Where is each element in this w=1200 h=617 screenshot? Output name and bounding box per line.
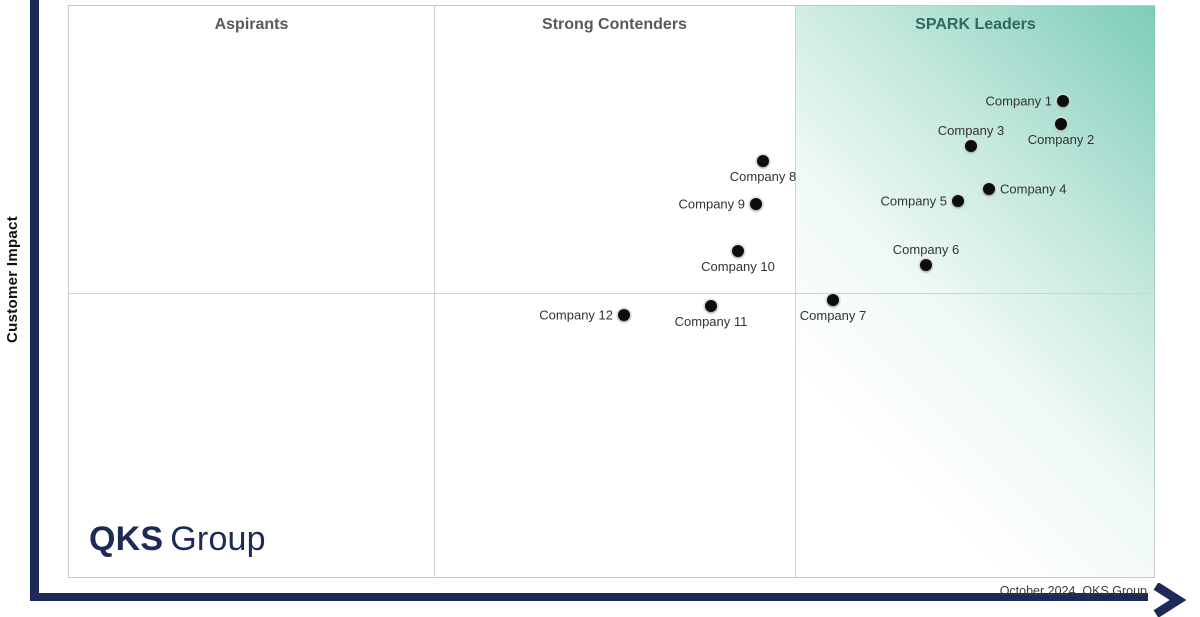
data-point: Company 8 [730,155,796,184]
data-point: Company 7 [800,294,866,323]
point-label: Company 3 [937,123,1005,138]
point-label: Company 9 [678,196,745,212]
qks-group-logo: QKS Group [89,520,266,559]
quadrant-label-spark-leaders: SPARK Leaders [915,16,1036,33]
logo-text-regular: Group [170,520,266,558]
point-dot [705,300,717,312]
data-point: Company 9 [679,197,762,212]
point-dot [1055,118,1067,130]
point-dot [965,140,977,152]
point-label: Company 1 [985,93,1052,109]
point-dot [757,155,769,167]
data-point: Company 2 [1028,118,1094,147]
point-label: Company 7 [799,308,867,323]
point-dot [1057,95,1069,107]
data-point: Company 12 [539,308,630,323]
quadrant-divider-horizontal [69,293,1154,294]
point-label: Company 2 [1027,132,1095,147]
quadrant-divider-vertical-2 [795,6,796,577]
point-label: Company 12 [539,307,613,323]
spark-matrix-chart: Aspirants Strong Contenders SPARK Leader… [68,5,1155,578]
spark-leaders-gradient [795,6,1155,577]
quadrant-label-aspirants: Aspirants [214,16,289,33]
point-dot [618,309,630,321]
point-dot [827,294,839,306]
x-axis-arrow-icon [1153,583,1187,617]
scatter-points: Company 1 Company 2 Company 3 Company 4 Comp… [69,6,1154,577]
quadrant-label-strong-contenders: Strong Contenders [542,16,687,33]
data-point: Company 10 [701,245,775,274]
footer-credit: October 2024, QKS Group [999,584,1147,598]
point-dot [920,259,932,271]
y-axis-bar [30,0,39,601]
point-label: Company 11 [674,314,748,329]
point-label: Company 4 [1000,181,1067,197]
data-point: Company 3 [938,123,1004,152]
point-label: Company 6 [892,242,960,257]
point-label: Company 8 [729,169,797,184]
data-point: Company 11 [675,300,747,329]
data-point: Company 4 [983,182,1066,197]
y-axis-label: Customer Impact [4,216,21,344]
x-axis-bar [39,593,1148,601]
quadrant-divider-vertical-1 [434,6,435,577]
point-dot [732,245,744,257]
point-dot [750,198,762,210]
point-label: Company 10 [701,259,775,274]
point-dot [983,183,995,195]
data-point: Company 1 [986,94,1069,109]
logo-text-bold: QKS [89,520,164,558]
point-label: Company 5 [880,193,947,209]
data-point: Company 6 [893,242,959,271]
data-point: Company 5 [881,194,964,209]
point-dot [952,195,964,207]
